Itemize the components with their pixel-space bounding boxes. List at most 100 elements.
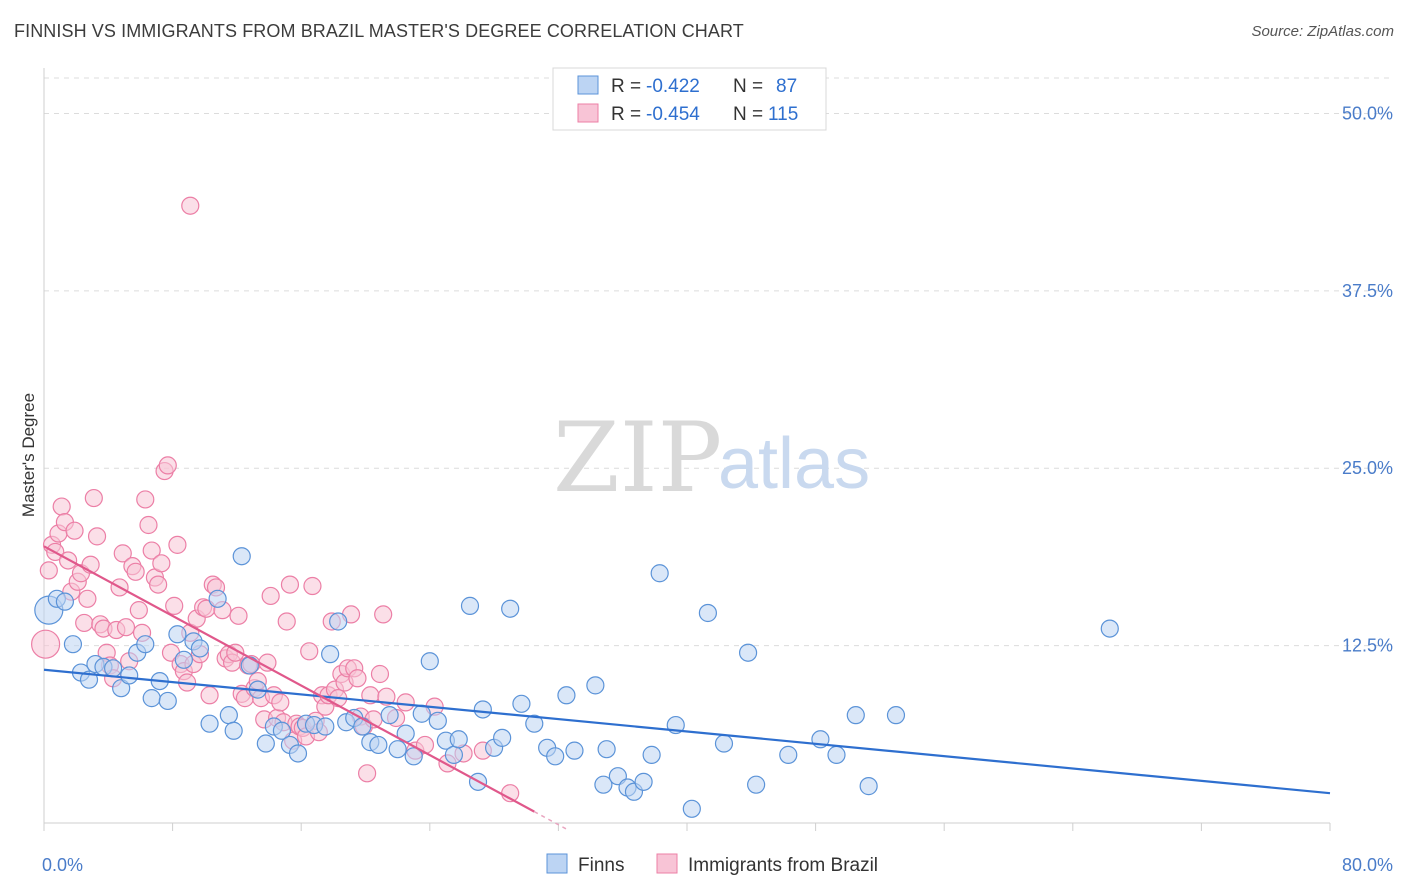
legend-n-value-finns: 87 — [776, 76, 797, 97]
y-tick-label: 37.5% — [1342, 281, 1393, 301]
point-brazil — [31, 629, 61, 659]
point-finns — [827, 745, 846, 764]
point-brazil — [84, 488, 103, 508]
y-tick-labels: 12.5% 25.0% 37.5% 50.0% — [1342, 103, 1393, 655]
y-tick-label: 50.0% — [1342, 103, 1393, 123]
point-finns — [174, 650, 193, 669]
point-finns — [55, 592, 74, 611]
point-finns — [1100, 619, 1119, 638]
point-brazil — [261, 586, 280, 606]
point-brazil — [39, 561, 58, 580]
point-brazil — [396, 693, 415, 712]
point-brazil — [271, 693, 290, 712]
point-brazil — [87, 527, 107, 546]
point-finns — [557, 686, 576, 705]
point-finns — [232, 547, 251, 566]
point-brazil — [374, 605, 393, 624]
point-brazil — [258, 653, 277, 672]
legend-n-label-finns: N = — [733, 76, 763, 97]
point-finns — [224, 721, 243, 740]
point-brazil — [303, 576, 322, 596]
x-tick-label: 0.0% — [42, 855, 83, 875]
point-finns — [449, 730, 468, 749]
point-brazil — [200, 686, 219, 705]
legend-label-brazil: Immigrants from Brazil — [688, 855, 878, 876]
point-brazil — [113, 544, 132, 563]
point-finns — [208, 589, 227, 608]
watermark-atlas: atlas — [718, 424, 870, 504]
point-finns — [586, 676, 605, 695]
legend-r-value-finns: -0.422 — [646, 76, 700, 97]
point-finns — [650, 564, 669, 583]
point-finns — [698, 603, 717, 623]
point-finns — [369, 735, 388, 755]
chart-source: Source: ZipAtlas.com — [1251, 23, 1394, 40]
legend-swatch-brazil-bottom — [656, 853, 678, 874]
point-finns — [168, 625, 187, 644]
point-brazil — [78, 589, 97, 608]
point-finns — [594, 775, 613, 794]
watermark-zip: ZIP — [553, 402, 722, 514]
series-brazil-points — [31, 196, 520, 803]
point-finns — [512, 694, 531, 713]
point-brazil — [136, 490, 155, 509]
point-brazil — [152, 554, 171, 573]
series-finns-points — [34, 547, 1119, 818]
point-finns — [112, 679, 131, 698]
point-finns — [256, 734, 275, 753]
point-brazil — [370, 664, 390, 684]
point-finns — [546, 747, 565, 766]
point-brazil — [116, 618, 136, 637]
point-brazil — [126, 562, 145, 581]
legend-r-value-brazil: -0.454 — [646, 104, 700, 125]
point-brazil — [75, 613, 94, 633]
point-finns — [63, 635, 83, 654]
axes — [43, 68, 1331, 831]
point-finns — [272, 721, 292, 740]
point-brazil — [348, 669, 367, 688]
point-brazil — [65, 521, 84, 540]
x-tick-labels: 0.0% 80.0% — [42, 855, 1393, 875]
point-finns — [142, 689, 161, 708]
point-brazil — [129, 601, 148, 620]
legend-label-finns: Finns — [578, 855, 624, 876]
chart-title: FINNISH VS IMMIGRANTS FROM BRAZIL MASTER… — [14, 21, 744, 41]
legend-series: Finns Immigrants from Brazil — [546, 853, 878, 876]
trend-line-brazil — [43, 545, 535, 813]
point-brazil — [142, 541, 161, 560]
point-finns — [316, 717, 335, 736]
y-tick-label: 25.0% — [1342, 458, 1393, 478]
point-finns — [200, 714, 219, 733]
point-finns — [420, 652, 439, 671]
point-finns — [859, 777, 878, 796]
point-brazil — [52, 497, 71, 516]
point-finns — [501, 599, 520, 618]
point-brazil — [165, 596, 184, 615]
point-finns — [682, 799, 701, 818]
point-finns — [321, 645, 340, 664]
point-finns — [388, 740, 407, 759]
point-finns — [525, 714, 544, 733]
x-tick-label: 80.0% — [1342, 855, 1393, 875]
point-brazil — [277, 612, 296, 631]
point-finns — [642, 745, 661, 764]
legend-swatch-finns-bottom — [546, 853, 568, 874]
point-brazil — [377, 687, 396, 706]
point-brazil — [358, 764, 377, 783]
point-finns — [120, 666, 139, 685]
point-finns — [219, 706, 238, 725]
trend-lines — [43, 545, 1331, 830]
point-finns — [288, 744, 308, 763]
point-finns — [240, 656, 259, 675]
point-finns — [846, 706, 865, 725]
point-finns — [158, 691, 177, 711]
point-finns — [404, 747, 423, 766]
point-finns — [473, 700, 492, 719]
y-axis-label: Master's Degree — [19, 393, 38, 517]
point-finns — [493, 728, 512, 747]
point-brazil — [300, 642, 319, 661]
point-finns — [380, 706, 399, 725]
trend-line-brazil-extension — [533, 810, 567, 830]
legend-n-value-brazil: 115 — [768, 104, 798, 125]
